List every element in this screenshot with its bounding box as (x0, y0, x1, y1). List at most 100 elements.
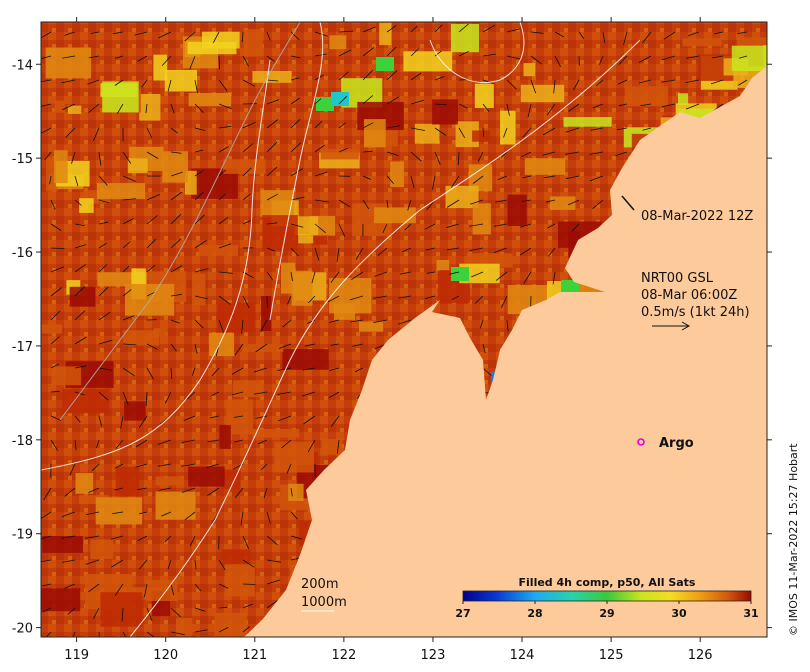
current-vector (61, 511, 76, 518)
current-vector (74, 336, 87, 345)
current-vector (146, 215, 158, 225)
current-vector (116, 103, 124, 115)
current-vector (114, 463, 124, 469)
current-vector (98, 242, 107, 249)
current-vector (386, 25, 397, 33)
current-vector (522, 175, 532, 179)
current-vector (545, 199, 556, 203)
colorbar-tick-label: 29 (599, 607, 614, 620)
current-vector (253, 391, 268, 395)
sst-patch (507, 194, 527, 226)
current-vector (137, 487, 148, 490)
current-vector (374, 271, 388, 277)
current-vector (266, 99, 280, 105)
current-vector (41, 511, 52, 520)
sst-patch (155, 476, 184, 486)
sst-patch (764, 354, 767, 364)
current-vector (266, 166, 278, 177)
current-vector (286, 463, 292, 474)
current-vector (242, 79, 255, 87)
sst-patch (51, 366, 82, 386)
y-tick-label: -17 (12, 340, 33, 355)
current-vector (311, 271, 316, 284)
sst-patch (223, 159, 266, 174)
current-vector (146, 151, 159, 159)
current-vector (386, 96, 400, 105)
current-vector (426, 199, 436, 211)
current-vector (98, 286, 109, 297)
current-vector (410, 72, 422, 81)
current-vector (617, 79, 628, 85)
current-vector (398, 295, 412, 299)
current-vector (64, 583, 76, 589)
current-vector (62, 103, 76, 111)
current-vector (232, 391, 244, 396)
current-vector (122, 631, 127, 637)
sst-patch (219, 425, 231, 449)
current-vector (98, 391, 109, 401)
current-vector (242, 295, 250, 309)
sst-patch (472, 130, 490, 142)
current-vector (737, 31, 748, 34)
current-vector (565, 175, 580, 180)
isobath-line (59, 22, 301, 421)
current-vector (506, 103, 510, 116)
current-vector (164, 535, 172, 543)
current-vector (619, 103, 628, 107)
current-vector (266, 511, 271, 524)
current-vector (266, 141, 278, 153)
current-vector (506, 28, 521, 33)
current-vector (170, 191, 183, 201)
current-vector (98, 264, 108, 273)
current-vector (506, 79, 517, 90)
current-vector (260, 463, 268, 471)
sst-patch (241, 343, 284, 353)
sst-patch (121, 587, 167, 597)
current-vector (552, 271, 556, 285)
sst-cool-patch (451, 267, 469, 281)
latitude-axis: -14 -15 -16 -17 -18 -19 -20 (12, 58, 772, 637)
current-vector (135, 439, 148, 448)
current-vector (242, 167, 252, 177)
current-vector (50, 266, 65, 273)
sst-patch (298, 233, 314, 244)
current-vector (424, 295, 436, 300)
sst-patch (682, 38, 722, 47)
current-vector (352, 343, 364, 347)
isobath-1000-label: 1000m (301, 595, 347, 610)
sst-patch (184, 170, 197, 195)
current-vector (477, 151, 484, 162)
sst-patch (282, 349, 329, 370)
current-vector (290, 142, 302, 153)
current-vector (662, 103, 676, 108)
current-vector (122, 198, 137, 201)
current-vector (50, 336, 60, 345)
current-vector (434, 151, 441, 166)
current-vector (218, 193, 226, 201)
current-vector (266, 193, 278, 201)
current-vector (145, 103, 148, 114)
current-vector (50, 247, 65, 249)
current-vector (355, 247, 364, 260)
isobath-line (129, 39, 641, 637)
current-vector (457, 151, 460, 165)
current-vector (98, 367, 113, 371)
current-vector (134, 31, 148, 36)
current-vector (330, 271, 340, 283)
current-vector (482, 343, 486, 354)
current-vector (44, 151, 52, 160)
current-vector (501, 295, 508, 308)
current-vector (290, 31, 300, 41)
sst-patch (563, 117, 612, 127)
current-vector (362, 95, 374, 105)
current-vector (314, 144, 325, 153)
sst-patch (262, 215, 298, 251)
current-vector (112, 31, 124, 35)
sst-patch (41, 324, 63, 334)
current-vector (194, 127, 206, 131)
current-vector (69, 463, 76, 476)
current-vector (98, 151, 102, 166)
sst-patch (100, 592, 143, 627)
sst-patch (390, 161, 404, 188)
current-vector (302, 367, 316, 371)
